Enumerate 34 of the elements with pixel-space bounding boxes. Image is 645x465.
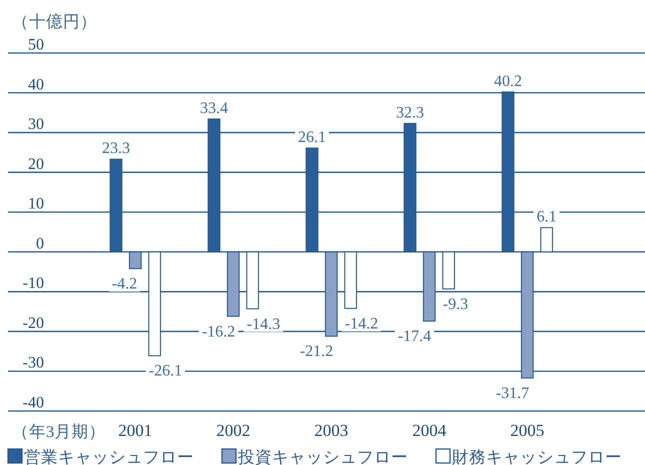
data-label: -16.2 [202,323,236,340]
y-label: （十億円） [12,12,97,31]
data-label: -21.2 [300,343,334,360]
data-label: -31.7 [496,384,530,402]
legend-label: 営業キャッシュフロー [24,448,194,465]
legend-label: 財務キャッシュフロー [452,448,622,465]
data-label: 33.4 [200,100,228,118]
data-label: -9.3 [442,296,468,313]
data-label: -14.3 [246,316,280,333]
x-tick-label: 2002 [216,421,250,440]
data-label: -14.2 [344,315,378,332]
y-tick-label: 10 [28,196,44,213]
data-label: -4.2 [112,276,138,293]
data-label: 40.2 [494,72,522,90]
data-label: 26.1 [298,129,326,146]
x-tick-label: 2005 [510,421,544,440]
x-tick-label: 2003 [314,421,348,440]
x-tick-label: 2001 [118,421,152,440]
y-tick-label: -40 [22,394,44,412]
y-tick-label: -30 [22,354,44,372]
y-tick-label: 30 [28,116,44,134]
y-tick-label: 50 [28,36,44,54]
x-tick-label: 2004 [412,421,447,440]
y-tick-label: -10 [22,275,44,292]
data-label: 32.3 [396,104,424,122]
data-label: -17.4 [398,328,432,346]
y-tick-label: -20 [22,314,44,332]
x-label: （年3月期） [12,422,106,441]
data-label: -26.1 [148,362,182,380]
data-label: 23.3 [102,140,130,158]
y-tick-label: 40 [28,76,44,94]
y-tick-label: 20 [28,156,44,173]
y-tick-label: 0 [36,235,44,252]
data-label: 6.1 [536,208,557,226]
